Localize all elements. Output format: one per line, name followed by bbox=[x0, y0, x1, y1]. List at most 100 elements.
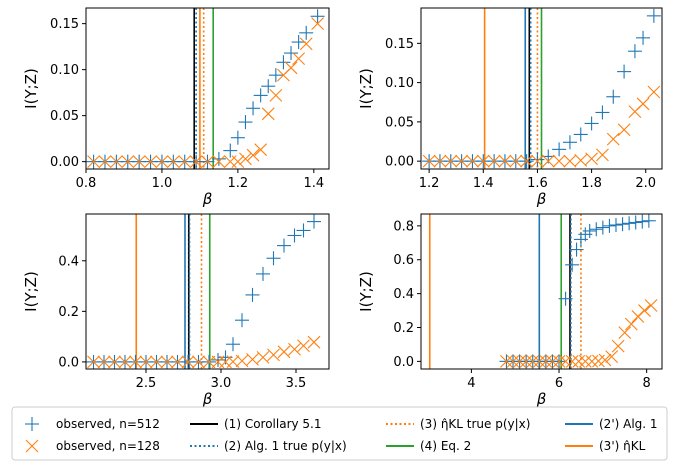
point-observed_512 bbox=[276, 55, 291, 70]
y-tick-label: 0.10 bbox=[50, 63, 79, 78]
series-observed_128 bbox=[422, 85, 661, 168]
plot-area bbox=[428, 214, 658, 369]
y-axis-label: I(Y;Z) bbox=[22, 271, 40, 312]
x-tick-label: 0.8 bbox=[76, 176, 97, 191]
point-observed_128 bbox=[618, 326, 632, 339]
legend-label: (2') Alg. 1 bbox=[599, 417, 658, 431]
series-observed_512 bbox=[86, 214, 321, 369]
x-tick-label: 1.4 bbox=[303, 176, 324, 191]
point-observed_512 bbox=[552, 142, 567, 157]
legend-label: (4) Eq. 2 bbox=[420, 439, 471, 453]
point-observed_512 bbox=[223, 143, 238, 158]
point-observed_512 bbox=[277, 238, 291, 253]
point-observed_128 bbox=[532, 354, 546, 368]
x-tick-label: 2.0 bbox=[635, 176, 656, 191]
point-observed_128 bbox=[118, 355, 132, 369]
point-observed_128 bbox=[299, 37, 313, 51]
point-observed_128 bbox=[144, 155, 157, 169]
legend-label: (2) Alg. 1 true p(y|x) bbox=[224, 439, 347, 453]
point-observed_512 bbox=[615, 217, 630, 232]
point-observed_512 bbox=[211, 151, 226, 166]
point-observed_128 bbox=[585, 354, 599, 368]
point-observed_512 bbox=[573, 127, 588, 142]
point-observed_128 bbox=[572, 354, 586, 368]
y-axis-label: I(Y;Z) bbox=[357, 271, 375, 312]
legend-label: (3) η̂KL true p(y|x) bbox=[420, 417, 530, 431]
point-observed_128 bbox=[267, 348, 280, 362]
point-observed_128 bbox=[585, 152, 598, 166]
x-tick-label: 1.4 bbox=[473, 176, 494, 191]
point-observed_512 bbox=[569, 242, 584, 257]
point-observed_128 bbox=[526, 354, 540, 368]
point-observed_128 bbox=[150, 355, 163, 369]
series-observed_512 bbox=[86, 9, 325, 169]
point-observed_128 bbox=[466, 154, 479, 168]
point-observed_128 bbox=[239, 152, 252, 166]
y-tick-label: 0.05 bbox=[50, 109, 79, 124]
point-observed_128 bbox=[598, 353, 612, 367]
axes-frame bbox=[85, 213, 330, 370]
point-observed_512 bbox=[608, 218, 623, 233]
point-observed_512 bbox=[628, 215, 643, 230]
point-observed_128 bbox=[638, 304, 651, 317]
y-tick-label: 0.8 bbox=[393, 219, 414, 234]
point-observed_512 bbox=[226, 337, 240, 352]
point-observed_512 bbox=[253, 88, 268, 103]
point-observed_128 bbox=[97, 355, 111, 369]
x-tick-label: 8 bbox=[643, 376, 651, 391]
point-observed_128 bbox=[108, 355, 121, 369]
axes-frame bbox=[420, 213, 663, 370]
point-observed_128 bbox=[444, 154, 458, 168]
point-observed_128 bbox=[606, 132, 620, 146]
point-observed_128 bbox=[235, 354, 249, 368]
point-observed_512 bbox=[291, 35, 306, 50]
x-tick-label: 1.2 bbox=[228, 176, 249, 191]
point-observed_128 bbox=[160, 355, 174, 369]
legend: observed, n=512 observed, n=128 (1) Coroll… bbox=[11, 406, 668, 461]
point-observed_128 bbox=[189, 155, 203, 169]
point-observed_128 bbox=[256, 350, 270, 364]
point-observed_128 bbox=[297, 339, 310, 353]
point-observed_128 bbox=[520, 154, 533, 168]
x-tick-label: 4 bbox=[467, 376, 475, 391]
y-axis-label: I(Y;Z) bbox=[22, 68, 40, 109]
point-observed_128 bbox=[500, 354, 513, 368]
point-observed_128 bbox=[624, 317, 638, 331]
point-observed_512 bbox=[235, 313, 249, 328]
y-tick-label: 0.2 bbox=[58, 305, 79, 320]
point-observed_512 bbox=[245, 287, 260, 302]
plot-area bbox=[86, 214, 321, 369]
point-observed_128 bbox=[307, 335, 321, 349]
point-observed_512 bbox=[268, 68, 283, 83]
point-observed_512 bbox=[584, 116, 599, 131]
point-observed_128 bbox=[202, 355, 216, 369]
point-observed_512 bbox=[284, 46, 299, 61]
x-tick-label: 3.0 bbox=[211, 376, 232, 391]
legend-marker bbox=[25, 439, 39, 453]
point-observed_128 bbox=[178, 155, 192, 169]
plot-area bbox=[422, 8, 661, 169]
legend-item-corollary: (1) Corollary 5.1 bbox=[190, 417, 322, 431]
point-observed_128 bbox=[563, 154, 577, 168]
point-observed_512 bbox=[606, 89, 621, 104]
point-observed_128 bbox=[254, 143, 268, 157]
y-tick-label: 0.05 bbox=[385, 115, 414, 130]
legend-item-alg1_true: (2) Alg. 1 true p(y|x) bbox=[190, 439, 347, 453]
y-axis-label: I(Y;Z) bbox=[357, 68, 375, 109]
point-observed_512 bbox=[635, 214, 650, 229]
point-observed_128 bbox=[181, 355, 195, 369]
y-tick-label: 0.00 bbox=[50, 155, 79, 170]
point-observed_128 bbox=[578, 354, 592, 368]
x-tick-label: 1.0 bbox=[152, 176, 173, 191]
point-observed_512 bbox=[307, 214, 321, 229]
point-observed_128 bbox=[574, 153, 588, 167]
y-tick-label: 0.00 bbox=[385, 155, 414, 170]
point-observed_512 bbox=[310, 9, 325, 24]
legend-frame bbox=[11, 406, 668, 461]
point-observed_512 bbox=[582, 223, 597, 238]
y-tick-label: 0.15 bbox=[50, 17, 79, 32]
y-tick-label: 0.6 bbox=[393, 253, 414, 268]
point-observed_128 bbox=[498, 154, 512, 168]
